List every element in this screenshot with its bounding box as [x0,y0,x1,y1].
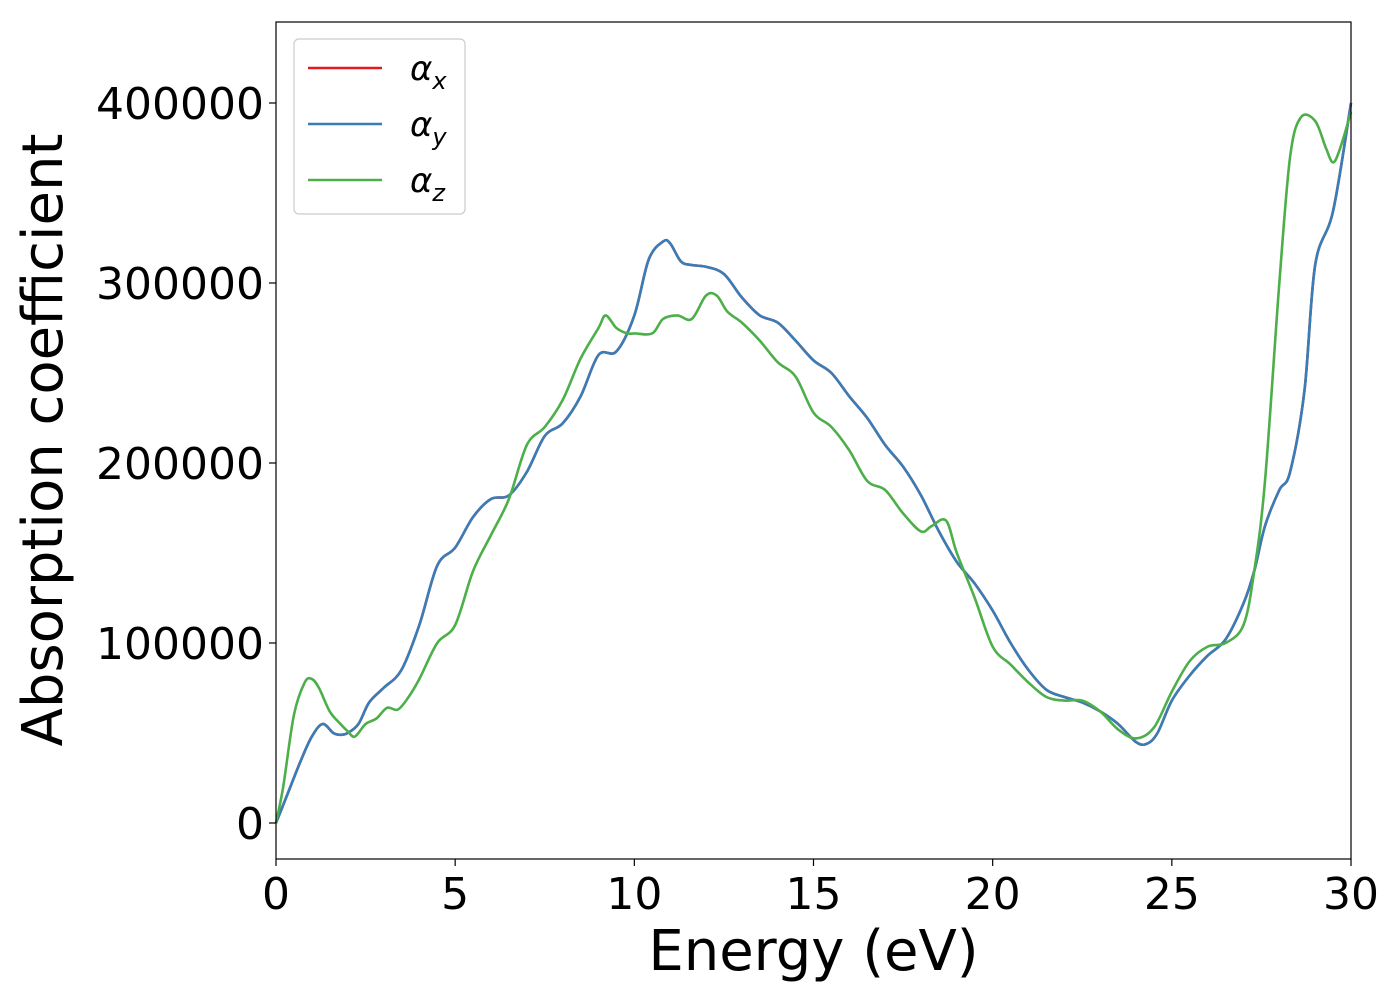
legend-label: αz [410,161,446,207]
series-layer [274,102,1353,824]
y-tick-label: 300000 [96,259,264,310]
series-line-3 [274,111,1353,824]
x-tick-label: 15 [786,869,842,920]
x-tick-label: 5 [441,869,469,920]
y-tick-label: 400000 [96,79,264,130]
legend: αx αy αz [293,38,466,215]
y-axis-ticks: 0 100000 200000 300000 400000 [96,79,276,850]
y-axis-title: Absorption coefficient [11,134,76,747]
legend-frame [293,38,466,215]
legend-label: αx [410,49,447,95]
y-tick-label: 100000 [96,619,264,670]
x-tick-label: 20 [965,869,1021,920]
x-axis-title: Energy (eV) [648,919,978,984]
series-line-2 [274,102,1353,824]
x-tick-label: 10 [606,869,662,920]
x-axis-ticks: 0 5 10 15 20 25 30 [262,859,1379,920]
x-tick-label: 30 [1323,869,1379,920]
y-tick-label: 0 [236,799,264,850]
y-tick-label: 200000 [96,439,264,490]
legend-label: αy [410,105,447,151]
x-tick-label: 0 [262,869,290,920]
x-tick-label: 25 [1144,869,1200,920]
